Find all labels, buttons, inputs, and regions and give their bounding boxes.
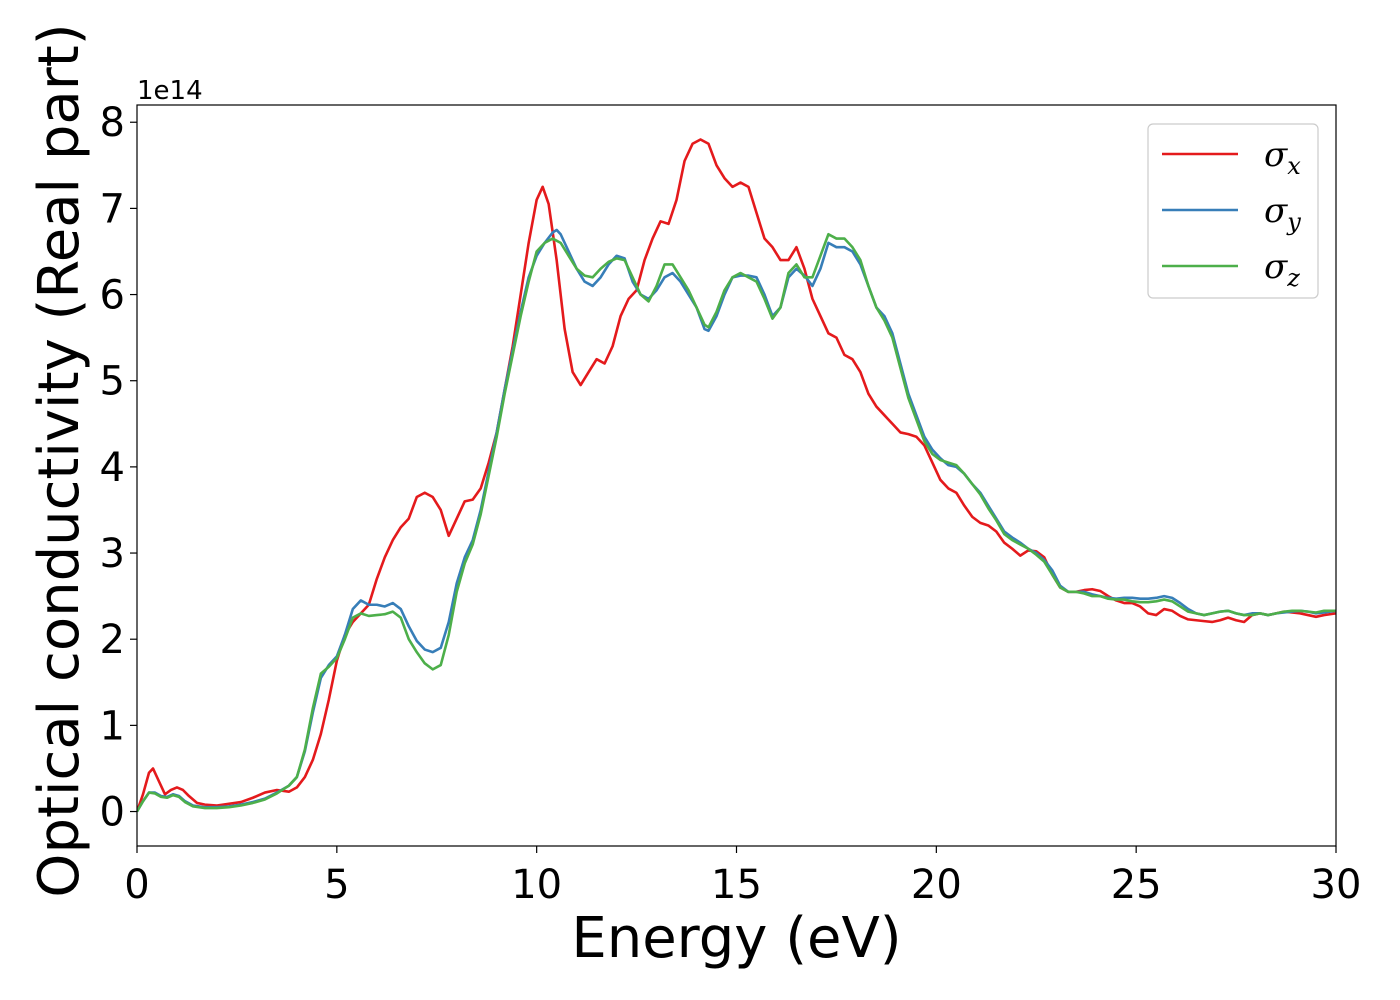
y-axis-title: Optical conductivity (Real part) [27,23,92,897]
x-tick-label: 30 [1311,862,1362,908]
x-tick-label: 0 [124,862,149,908]
x-tick-label: 25 [1111,862,1162,908]
x-tick-label: 5 [324,862,349,908]
y-tick-label: 1 [100,703,125,749]
series-line-y [137,228,1336,813]
y-tick-label: 0 [100,790,125,836]
y-tick-label: 6 [100,273,125,319]
legend-label-x: σx [1264,135,1301,180]
legend-label-z: σz [1264,247,1300,292]
y-tick-label: 7 [100,186,125,232]
x-tick-label: 10 [511,862,562,908]
y-tick-label: 5 [100,359,125,405]
y-offset-text: 1e14 [137,76,203,106]
x-axis-title: Energy (eV) [571,906,901,971]
legend-label-y: σy [1264,191,1301,236]
legend: σx σy σz [1147,123,1319,299]
y-tick-label: 4 [100,445,125,491]
y-tick-label: 8 [100,100,125,146]
x-axis: 0 5 10 15 20 25 30 [124,846,1361,908]
y-axis: 0 1 2 3 4 5 6 7 8 [100,100,137,836]
series-line-z [137,232,1336,813]
y-tick-label: 3 [100,531,125,577]
y-tick-label: 2 [100,617,125,663]
series-layer [137,138,1336,813]
x-tick-label: 15 [711,862,762,908]
x-tick-label: 20 [911,862,962,908]
